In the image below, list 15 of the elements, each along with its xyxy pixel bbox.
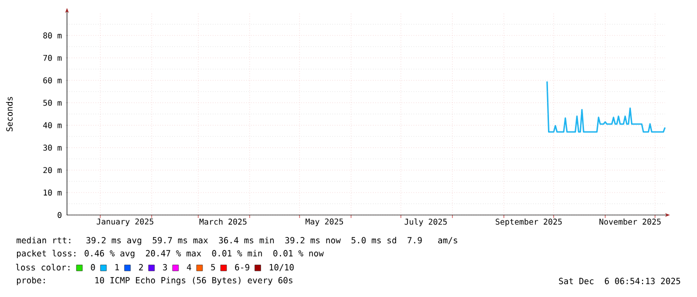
legend-label: 4 [186,264,192,270]
text: Sat Dec 6 06:54:13 2025 [559,278,680,284]
text: median rtt: 39.2 ms avg 59.7 ms max 36.4 ms min 39.2 ms now 5.0 ms sd 7.9 am/s [16,236,458,246]
y-axis-title: Seconds [6,96,13,132]
legend-label: 3 [163,264,167,270]
text: packet loss: 0.46 % avg 20.47 % max 0.01 % min 0.01 % now [16,250,324,258]
legend-label: 2 [139,264,143,270]
legend-label: 5 [211,264,215,270]
legend-label: 6-9 [235,264,250,270]
legend-label: 1 [115,264,119,270]
legend-title: loss color: [16,264,70,271]
line-series [546,80,666,133]
legend-label: 0 [90,264,95,270]
legend-label: 10/10 [270,264,294,272]
text: probe: 10 ICMP Echo Pings (56 Bytes) every 60s [16,276,292,286]
